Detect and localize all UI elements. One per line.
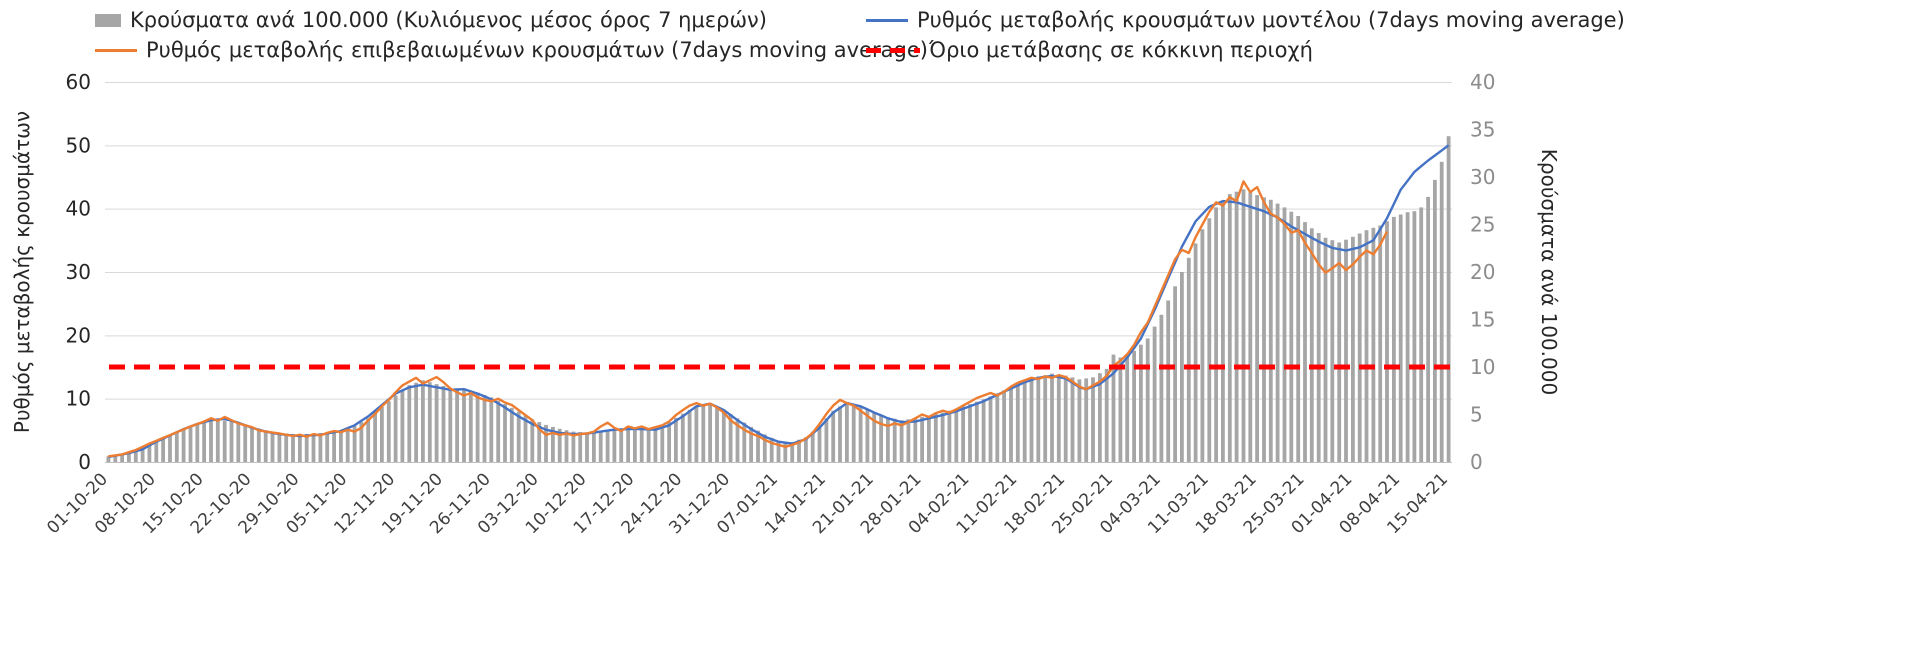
threshold-dash-legend-swatch (866, 47, 920, 53)
bars-legend-swatch (95, 13, 121, 27)
svg-text:30: 30 (66, 260, 91, 284)
model-rate-line (108, 144, 1450, 459)
svg-text:20: 20 (1470, 260, 1495, 284)
svg-text:40: 40 (66, 197, 91, 221)
svg-text:30: 30 (1470, 165, 1495, 189)
left-axis-tick-labels: 0 10 20 30 40 50 60 (66, 70, 91, 474)
right-axis-tick-labels: 0 5 10 15 20 25 30 35 40 (1470, 70, 1495, 474)
x-axis-tick-labels: 01-10-2008-10-2015-10-2022-10-2029-10-20… (43, 469, 1452, 538)
left-axis-title: Ρυθμός μεταβολής κρουσμάτων (10, 110, 34, 434)
legend-item-threshold: Όριο μετάβασης σε κόκκινη περιοχή (866, 38, 1313, 62)
legend-item-cases-bars: Κρούσματα ανά 100.000 (Κυλιόμενος μέσος … (95, 8, 767, 32)
svg-text:25: 25 (1470, 213, 1495, 237)
confirmed-rate-line (108, 180, 1389, 458)
svg-text:50: 50 (66, 133, 91, 157)
legend-label-cases-bars: Κρούσματα ανά 100.000 (Κυλιόμενος μέσος … (130, 8, 767, 32)
svg-text:20: 20 (66, 323, 91, 347)
svg-text:5: 5 (1470, 403, 1483, 427)
bars-cases-per-100k (106, 136, 1451, 463)
svg-text:0: 0 (78, 450, 91, 474)
svg-text:40: 40 (1470, 70, 1495, 94)
legend-label-confirmed-rate: Ρυθμός μεταβολής επιβεβαιωμένων κρουσμάτ… (146, 38, 928, 62)
legend-item-confirmed-rate: Ρυθμός μεταβολής επιβεβαιωμένων κρουσμάτ… (95, 38, 928, 62)
model-line-legend-swatch (866, 18, 908, 22)
right-axis-title: Κρούσματα ανά 100.000 (1537, 148, 1561, 396)
confirmed-line-legend-swatch (95, 48, 137, 52)
svg-text:10: 10 (66, 387, 91, 411)
legend-label-model-rate: Ρυθμός μεταβολής κρουσμάτων μοντέλου (7d… (917, 8, 1625, 32)
svg-text:0: 0 (1470, 450, 1483, 474)
legend-item-model-rate: Ρυθμός μεταβολής κρουσμάτων μοντέλου (7d… (866, 8, 1625, 32)
svg-text:60: 60 (66, 70, 91, 94)
svg-text:35: 35 (1470, 118, 1495, 142)
legend-label-threshold: Όριο μετάβασης σε κόκκινη περιοχή (929, 38, 1313, 62)
svg-text:10: 10 (1470, 355, 1495, 379)
svg-text:15: 15 (1470, 308, 1495, 332)
